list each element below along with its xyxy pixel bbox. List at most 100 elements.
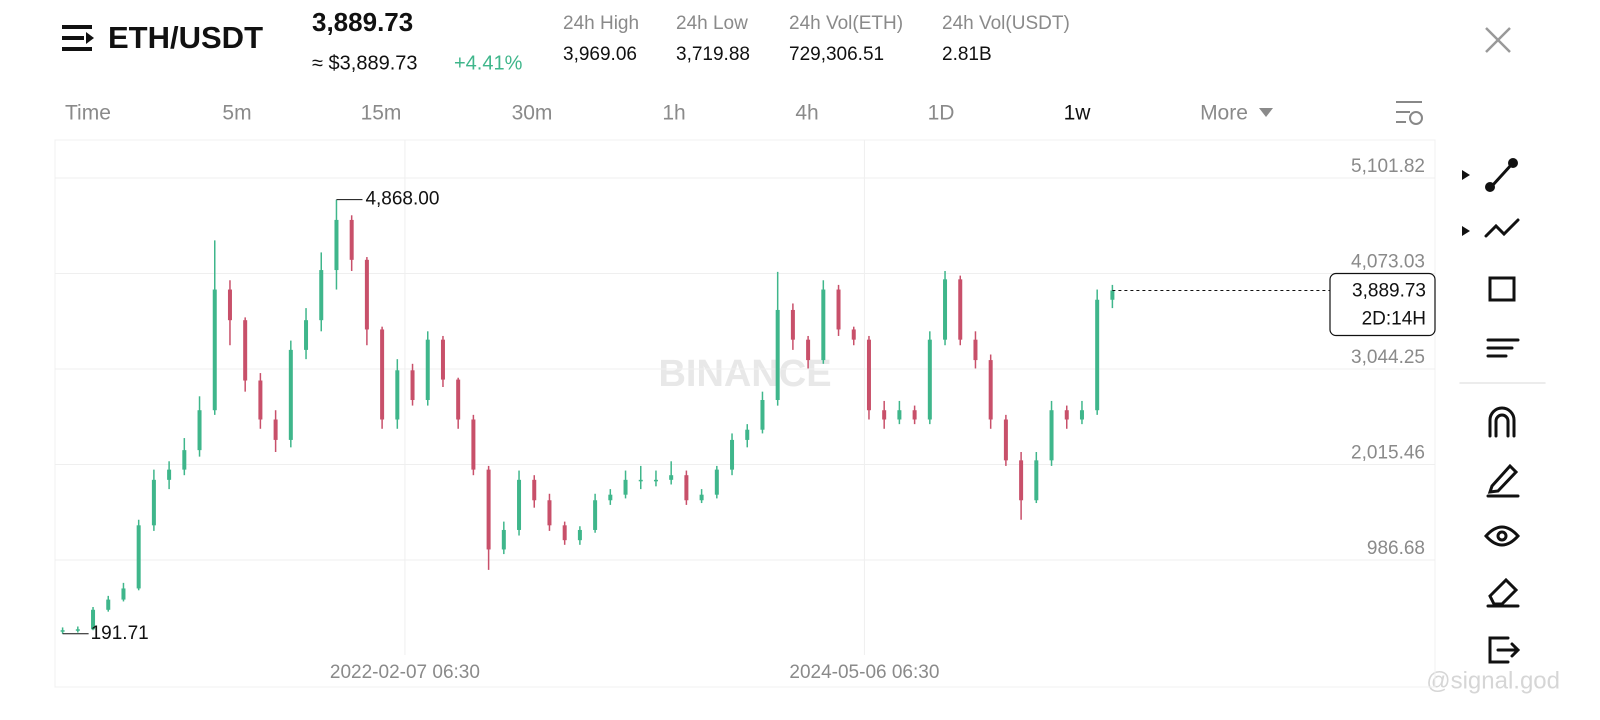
candle-body [608, 494, 613, 501]
tool-expand [1462, 226, 1470, 236]
pair[interactable]: ETH/USDT [108, 20, 263, 55]
candle-body [1095, 299, 1100, 411]
high-label: 4,868.00 [365, 189, 439, 210]
candle-body [1019, 460, 1024, 501]
candle-body [60, 630, 65, 632]
candle-body [1064, 410, 1069, 420]
more-arrow [1259, 108, 1273, 117]
tool-expand [1462, 170, 1470, 180]
candle-body [532, 479, 537, 501]
tool-magnet[interactable] [1488, 406, 1516, 438]
candle-body [258, 380, 263, 420]
tool-pencil[interactable] [1486, 463, 1520, 498]
y-tick-label: 986.68 [1367, 538, 1425, 559]
candle-body [167, 469, 172, 480]
x-tick-label: 2022-02-07 06:30 [330, 662, 480, 683]
candle-body [988, 360, 993, 420]
stat-value: 729,306.51 [789, 44, 884, 65]
candle-body [91, 609, 96, 630]
timeframe-tab[interactable]: 30m [512, 102, 553, 125]
candle-body [334, 219, 339, 271]
menu-bar [62, 25, 92, 29]
stat-label: 24h Vol(ETH) [789, 13, 903, 34]
stat-value: 3,969.06 [563, 44, 637, 65]
icon-stroke [1409, 111, 1423, 125]
settings-icon[interactable] [1396, 101, 1423, 125]
candle-body [577, 529, 582, 541]
plot-frame [54, 139, 1436, 688]
candle-body [958, 279, 963, 340]
candle-body [486, 469, 491, 550]
candle-body [684, 475, 689, 501]
y-tick-label: 5,101.82 [1351, 156, 1425, 177]
tool-fib[interactable] [1484, 218, 1520, 238]
stat-value: 2.81B [942, 44, 992, 65]
close-icon[interactable] [1485, 27, 1511, 53]
credit-watermark: @signal.god [1426, 667, 1560, 694]
candle-body [288, 349, 293, 440]
candle-body [456, 379, 461, 420]
y-tick-label: 2,015.46 [1351, 442, 1425, 463]
timeframe-tab[interactable]: 15m [361, 102, 402, 125]
candle-body [912, 410, 917, 420]
stat-label: 24h High [563, 13, 639, 34]
tool-rect[interactable] [1488, 276, 1516, 302]
candles [60, 199, 1115, 634]
timeframe-tab[interactable]: More [1200, 102, 1248, 125]
candle-body [243, 320, 248, 381]
candle-body [593, 500, 598, 530]
candle-body [425, 339, 430, 401]
last-price: 3,889.73 [312, 7, 413, 37]
candle-body [760, 400, 765, 430]
tool-lines[interactable] [1486, 338, 1520, 358]
low-label: 191.71 [91, 623, 149, 644]
candle-body [106, 599, 111, 610]
close-stroke [1485, 27, 1511, 53]
timeframe-tab[interactable]: 5m [222, 102, 251, 125]
last-price-box [1329, 272, 1436, 337]
candle-body [790, 309, 795, 340]
candle-body [714, 469, 719, 495]
tool-dot [1485, 182, 1495, 192]
timeframe-tab[interactable]: 1w [1064, 102, 1092, 125]
candle-body [304, 320, 309, 350]
candle-body [121, 588, 126, 600]
candle-body [806, 339, 811, 361]
timeframe-tab[interactable]: 1D [928, 102, 955, 125]
candle-body [730, 439, 735, 470]
tool-eye[interactable] [1483, 525, 1521, 547]
menu-bar [62, 47, 92, 51]
candle-body [851, 329, 856, 340]
timeframe-tab[interactable]: 4h [795, 102, 818, 125]
candle-body [1003, 419, 1008, 461]
candle-body [273, 419, 278, 440]
stat-label: 24h Low [676, 13, 748, 34]
y-tick-label: 3,044.25 [1351, 347, 1425, 368]
tool-trendline[interactable] [1490, 162, 1514, 188]
timeframe-tab[interactable]: Time [65, 102, 111, 125]
candle-body [775, 309, 780, 401]
candle-body [897, 410, 902, 420]
candle-body [1110, 290, 1115, 300]
menu-icon[interactable] [62, 25, 94, 51]
candle-body [182, 450, 187, 470]
tool-exit[interactable] [1488, 636, 1521, 664]
tool-eraser[interactable] [1486, 577, 1520, 608]
candle-body [501, 529, 506, 550]
price-change: +4.41% [454, 52, 523, 74]
candle-body [638, 479, 643, 482]
menu-arrow [86, 32, 94, 44]
candle-body [471, 419, 476, 470]
timeframe-tab[interactable]: 1h [662, 102, 685, 125]
candle-body [212, 289, 217, 411]
menu-bar [62, 36, 84, 40]
candle-body [699, 494, 704, 501]
candle-body [319, 270, 324, 321]
stat-label: 24h Vol(USDT) [942, 13, 1070, 34]
candle-body [623, 479, 628, 495]
candle-body [1034, 460, 1039, 501]
price-usd: ≈ $3,889.73 [312, 52, 418, 74]
candle-body [547, 500, 552, 526]
countdown-label: 2D:14H [1362, 309, 1426, 330]
